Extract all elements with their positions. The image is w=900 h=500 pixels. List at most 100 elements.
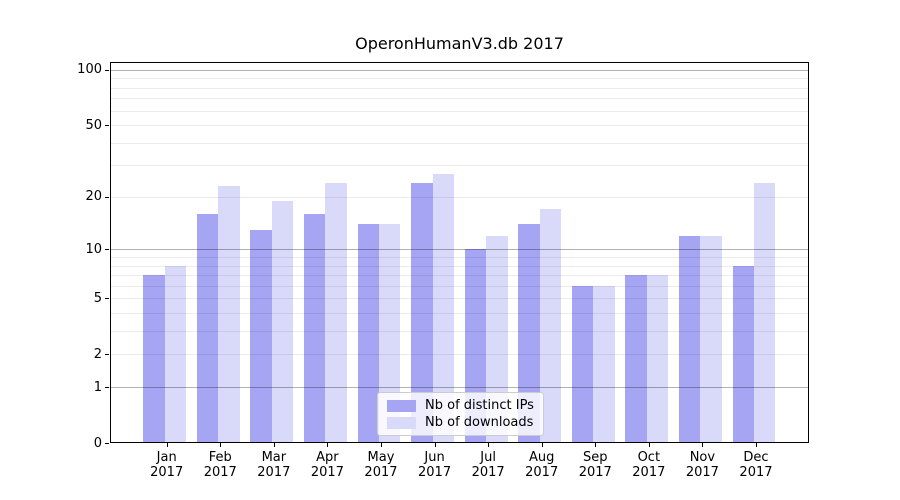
- x-tick-year: 2017: [310, 465, 344, 480]
- gridline-major-10: [110, 249, 809, 251]
- gridline-minor-3: [110, 331, 809, 333]
- x-tick-month: Jan: [156, 450, 177, 465]
- y-tick-label-100: 100: [77, 62, 102, 78]
- x-tick-label-12: Dec 2017: [721, 450, 791, 480]
- x-tick-label-8: Aug 2017: [507, 450, 577, 480]
- gridline-minor-90: [110, 78, 809, 80]
- x-tick-label-11: Nov 2017: [667, 450, 737, 480]
- x-tick-mark-3: [273, 443, 275, 447]
- plot-area: [110, 62, 809, 443]
- x-tick-year: 2017: [739, 465, 773, 480]
- y-tick-mark-0: [105, 443, 109, 445]
- y-tick-mark-50: [105, 125, 109, 127]
- x-tick-label-6: Jun 2017: [400, 450, 470, 480]
- bar-mar-2017-downloads: [271, 200, 294, 443]
- bar-sep-2017-downloads: [593, 285, 615, 443]
- gridline-minor-30: [110, 165, 809, 167]
- x-tick-year: 2017: [685, 465, 719, 480]
- gridline-minor-8: [110, 265, 809, 267]
- x-tick-mark-4: [327, 443, 329, 447]
- x-tick-month: Apr: [316, 450, 339, 465]
- x-tick-month: Nov: [689, 450, 716, 465]
- x-tick-label-10: Oct 2017: [614, 450, 684, 480]
- x-tick-label-5: May 2017: [346, 450, 416, 480]
- x-tick-year: 2017: [257, 465, 291, 480]
- x-tick-mark-6: [434, 443, 436, 447]
- x-tick-month: Feb: [208, 450, 232, 465]
- chart-title: OperonHumanV3.db 2017: [355, 34, 564, 53]
- x-tick-mark-9: [595, 443, 597, 447]
- x-tick-mark-5: [380, 443, 382, 447]
- x-tick-year: 2017: [364, 465, 398, 480]
- y-tick-mark-5: [105, 298, 109, 300]
- gridline-minor-80: [110, 87, 809, 89]
- legend-item-downloads: Nb of downloads: [387, 414, 534, 431]
- x-tick-label-9: Sep 2017: [560, 450, 630, 480]
- x-tick-label-2: Feb 2017: [185, 450, 255, 480]
- x-tick-year: 2017: [632, 465, 666, 480]
- bar-apr-2017-ips: [304, 214, 326, 443]
- gridline-major-1: [110, 387, 809, 389]
- x-tick-year: 2017: [203, 465, 237, 480]
- legend-swatch-downloads: [387, 416, 416, 429]
- gridline-minor-20: [110, 196, 809, 198]
- x-tick-month: Oct: [637, 450, 661, 465]
- bar-jul-2017-downloads: [486, 235, 508, 443]
- y-tick-label-2: 2: [93, 346, 102, 362]
- gridline-minor-2: [110, 354, 809, 356]
- y-tick-label-0: 0: [93, 435, 102, 451]
- x-tick-month: Jul: [480, 450, 496, 465]
- legend: Nb of distinct IPs Nb of downloads: [377, 392, 544, 436]
- bar-jan-2017-downloads: [164, 265, 187, 443]
- bar-aug-2017-ips: [518, 224, 540, 443]
- gridline-minor-40: [110, 142, 809, 144]
- x-tick-mark-10: [648, 443, 650, 447]
- bar-jun-2017-downloads: [432, 173, 454, 443]
- x-tick-month: Sep: [582, 450, 608, 465]
- bar-feb-2017-downloads: [218, 186, 240, 443]
- x-tick-label-4: Apr 2017: [292, 450, 362, 480]
- x-tick-year: 2017: [578, 465, 612, 480]
- gridline-minor-60: [110, 110, 809, 112]
- y-tick-label-50: 50: [85, 117, 102, 133]
- bar-aug-2017-downloads: [539, 209, 562, 443]
- legend-item-distinct-ips: Nb of distinct IPs: [387, 397, 534, 414]
- x-tick-mark-1: [166, 443, 168, 447]
- x-tick-year: 2017: [471, 465, 505, 480]
- x-tick-year: 2017: [150, 465, 184, 480]
- bar-feb-2017-ips: [196, 214, 219, 443]
- legend-swatch-distinct-ips: [387, 399, 416, 412]
- legend-label-downloads: Nb of downloads: [425, 415, 534, 430]
- x-tick-label-7: Jul 2017: [453, 450, 523, 480]
- y-tick-label-5: 5: [93, 290, 102, 306]
- y-tick-mark-2: [105, 354, 109, 356]
- y-tick-label-20: 20: [85, 189, 102, 205]
- x-tick-month: May: [367, 450, 395, 465]
- legend-label-distinct-ips: Nb of distinct IPs: [425, 398, 534, 413]
- gridline-minor-5: [110, 298, 809, 300]
- bar-may-2017-downloads: [378, 224, 401, 443]
- y-tick-label-10: 10: [85, 241, 102, 257]
- bar-mar-2017-ips: [250, 229, 272, 443]
- bar-oct-2017-ips: [625, 275, 647, 443]
- bar-jan-2017-ips: [143, 275, 165, 443]
- y-tick-mark-100: [105, 69, 109, 71]
- gridline-minor-4: [110, 313, 809, 315]
- bar-oct-2017-downloads: [646, 275, 669, 443]
- x-tick-label-3: Mar 2017: [239, 450, 309, 480]
- y-tick-mark-20: [105, 196, 109, 198]
- y-tick-mark-1: [105, 387, 109, 389]
- x-tick-month: Jun: [424, 450, 445, 465]
- bar-apr-2017-downloads: [325, 182, 347, 443]
- bar-sep-2017-ips: [571, 285, 594, 443]
- gridline-minor-7: [110, 275, 809, 277]
- gridline-minor-70: [110, 98, 809, 100]
- y-tick-label-1: 1: [93, 379, 102, 395]
- x-tick-year: 2017: [418, 465, 452, 480]
- x-tick-month: Aug: [528, 450, 555, 465]
- x-tick-mark-11: [702, 443, 704, 447]
- x-tick-label-1: Jan 2017: [132, 450, 202, 480]
- bar-may-2017-ips: [357, 224, 379, 443]
- y-tick-mark-10: [105, 249, 109, 251]
